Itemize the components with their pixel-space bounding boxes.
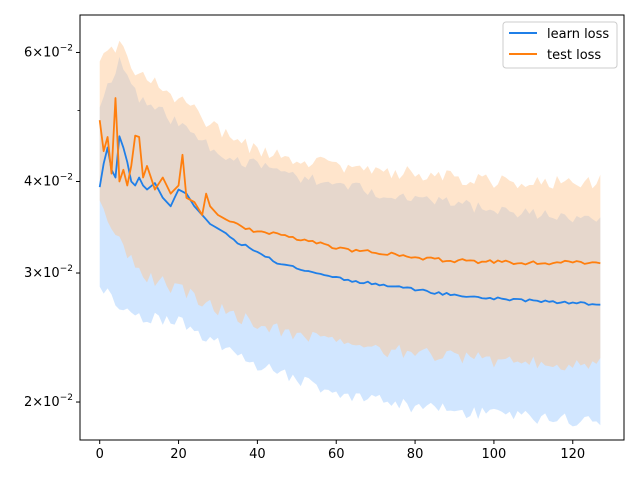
line-learn-loss — [98, 135, 601, 306]
band-learn-loss — [99, 56, 601, 427]
y-tick-label: 6×10−2 — [24, 43, 73, 60]
x-tick-label: 80 — [407, 447, 424, 462]
y-tick-label: 3×10−2 — [24, 264, 73, 281]
x-axis: 0 20 40 60 80 100 120 — [96, 440, 585, 462]
legend: learn loss test loss — [502, 21, 618, 69]
x-tick-label: 40 — [249, 447, 266, 462]
band-test-loss — [99, 40, 601, 371]
y-tick-label: 4×10−2 — [24, 172, 73, 189]
y-axis: 2×10−2 3×10−2 4×10−2 6×10−2 — [24, 43, 80, 410]
confidence-bands — [99, 40, 601, 427]
series-lines — [98, 97, 601, 306]
plot-frame — [79, 14, 625, 441]
legend-label-learn-loss: learn loss — [547, 27, 609, 42]
legend-label-test-loss: test loss — [547, 48, 601, 63]
y-tick-label: 2×10−2 — [24, 393, 73, 410]
x-tick-label: 100 — [481, 447, 506, 462]
x-tick-label: 60 — [328, 447, 345, 462]
x-tick-label: 0 — [96, 447, 104, 462]
x-tick-label: 20 — [170, 447, 187, 462]
x-tick-label: 120 — [560, 447, 585, 462]
line-test-loss — [98, 97, 601, 266]
